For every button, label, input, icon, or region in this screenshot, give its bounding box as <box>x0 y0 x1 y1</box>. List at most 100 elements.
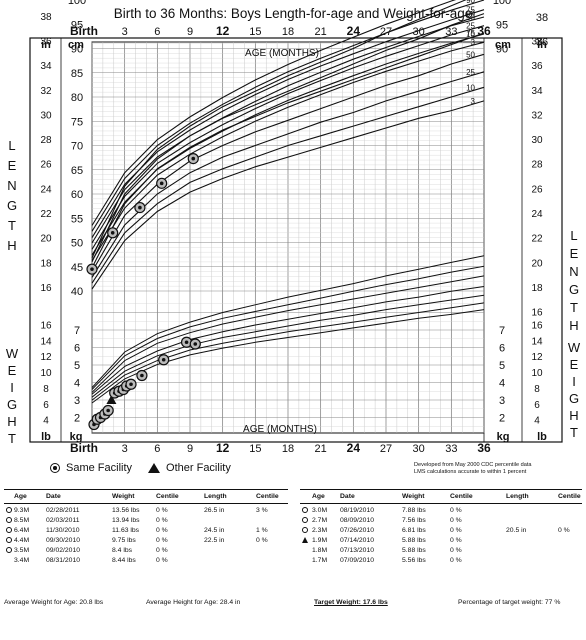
same-facility-marker <box>302 507 308 513</box>
header-date: Date <box>46 493 61 500</box>
length-percentile-curve <box>91 0 485 232</box>
source-note-line: Developed from May 2000 CDC percentile d… <box>414 462 532 468</box>
table-row: 3.4M 08/31/2010 8.44 lbs 0 % <box>4 556 288 566</box>
header-weight: Weight <box>112 493 135 500</box>
table-row: 8.5M 02/03/2011 13.94 lbs 0 % <box>4 516 288 526</box>
weight-data-point-center <box>193 342 198 346</box>
length-cm-tick-left: 75 <box>71 116 83 128</box>
weight-kg-tick-left: 6 <box>74 343 80 355</box>
bottom-age-tick-label: 24 <box>347 441 361 455</box>
length-cm-tick-left: 100 <box>68 0 86 7</box>
weight-percentile-label: 25 <box>466 68 475 77</box>
weight-kg-tick-right: 4 <box>499 378 505 390</box>
weight-percentile-curve <box>91 71 485 278</box>
bottom-age-tick-label: 15 <box>249 443 261 455</box>
length-in-tick-right: 34 <box>531 86 543 97</box>
cell-wc: 0 % <box>450 537 462 544</box>
weight-kg-tick-left: 5 <box>74 360 80 372</box>
top-age-tick-label: 6 <box>154 26 160 38</box>
length-percentile-curve <box>91 0 457 226</box>
weight-lb-tick-left: 8 <box>43 384 49 395</box>
same-facility-symbol <box>50 463 60 473</box>
weight-percentile-curve <box>91 86 485 284</box>
weight-lb-tick-left: 10 <box>40 368 52 379</box>
length-in-tick-right: 26 <box>531 184 543 195</box>
measurements-table-left: Age Date Weight Centile Length Centile 9.3M 02/… <box>4 489 288 566</box>
table-row: 1.7M 07/09/2010 5.56 lbs 0 % <box>300 556 582 566</box>
length-in-tick-left: 32 <box>40 86 52 97</box>
cell-age: 1.7M <box>312 557 328 564</box>
cell-wc: 0 % <box>450 517 462 524</box>
length-in-tick-right: 28 <box>531 160 543 171</box>
cell-weight: 8.4 lbs <box>112 547 133 554</box>
cell-date: 07/13/2010 <box>340 547 375 554</box>
cell-length: 22.5 in <box>204 537 225 544</box>
length-percentile-label: 75 <box>466 6 475 15</box>
length-label-letter-right: L <box>570 228 577 243</box>
length-in-tick-right-upper: 36 <box>536 37 548 49</box>
length-label-letter-right: H <box>569 318 578 333</box>
top-age-tick-label: 15 <box>249 26 261 38</box>
cell-wc: 0 % <box>450 527 462 534</box>
length-in-tick-right-upper: 38 <box>536 12 548 24</box>
bottom-age-tick-label: 9 <box>187 443 193 455</box>
cell-age: 9.3M <box>14 507 30 514</box>
unit-kg-label-right: kg <box>497 431 510 443</box>
weight-lower-curve <box>91 255 485 388</box>
length-label-letter: H <box>7 238 16 253</box>
bottom-age-tick-label: 18 <box>282 443 294 455</box>
top-age-tick-label: 33 <box>445 26 457 38</box>
top-age-tick-label: 3 <box>122 26 128 38</box>
cell-age: 8.5M <box>14 517 30 524</box>
length-label-letter: E <box>8 158 17 173</box>
cell-date: 11/30/2010 <box>46 527 80 534</box>
cell-lc: 3 % <box>256 507 268 514</box>
weight-kg-tick-right: 3 <box>499 395 505 407</box>
weight-percentile-label: 50 <box>466 50 475 59</box>
length-in-tick-right: 32 <box>531 110 543 121</box>
cell-weight: 11.63 lbs <box>112 527 140 534</box>
bottom-age-tick-label: 12 <box>216 441 230 455</box>
length-cm-tick-left: 95 <box>71 19 83 31</box>
bottom-age-tick-label: 30 <box>413 443 425 455</box>
weight-kg-tick-right: 6 <box>499 343 505 355</box>
weight-label-letter-right: I <box>572 374 576 389</box>
weight-label-letter: E <box>8 363 17 378</box>
length-in-tick-left: 20 <box>40 234 52 245</box>
target-weight: Target Weight: 17.6 lbs <box>314 599 388 606</box>
weight-label-letter-right: H <box>569 408 578 423</box>
weight-data-point-center <box>106 408 110 413</box>
cell-age: 1.8M <box>312 547 328 554</box>
length-in-tick-left: 36 <box>40 37 52 48</box>
top-age-tick-label: 12 <box>216 24 230 38</box>
header-centile2: Centile <box>558 493 581 500</box>
weight-lower-curve <box>91 265 485 390</box>
cell-lc: 1 % <box>256 527 268 534</box>
weight-lb-tick-right: 10 <box>531 368 543 379</box>
weight-label-letter: G <box>7 397 17 412</box>
length-cm-tick-left: 40 <box>71 286 83 298</box>
weight-lower-curve <box>91 275 485 393</box>
cell-weight: 5.88 lbs <box>402 547 426 554</box>
length-percentile-curve <box>91 25 485 250</box>
legend: Same Facility Other Facility <box>50 462 231 474</box>
weight-data-point-center <box>140 373 144 378</box>
length-cm-tick-right: 100 <box>493 0 511 7</box>
unit-cm-label: cm <box>68 39 84 51</box>
avg-weight: Average Weight for Age: 20.8 lbs <box>4 599 104 606</box>
length-in-tick-right: 36 <box>531 61 543 72</box>
same-facility-marker <box>6 517 12 523</box>
weight-label-letter-right: E <box>570 357 579 372</box>
cell-age: 3.4M <box>14 557 30 564</box>
cell-wc: 0 % <box>156 557 168 564</box>
length-percentile-label: 10 <box>466 30 475 39</box>
pct-target-weight: Percentage of target weight: 77 % <box>458 599 561 606</box>
length-label-letter: L <box>8 138 15 153</box>
weight-percentile-label: 75 <box>466 29 475 38</box>
legend-other-facility: Other Facility <box>166 462 231 474</box>
weight-kg-tick-left: 2 <box>74 413 80 425</box>
length-label-letter-right: N <box>569 264 578 279</box>
weight-label-letter-right: W <box>568 340 581 355</box>
weight-lb-tick-right: 4 <box>534 416 540 427</box>
weight-percentile-label: 90 <box>466 10 475 19</box>
